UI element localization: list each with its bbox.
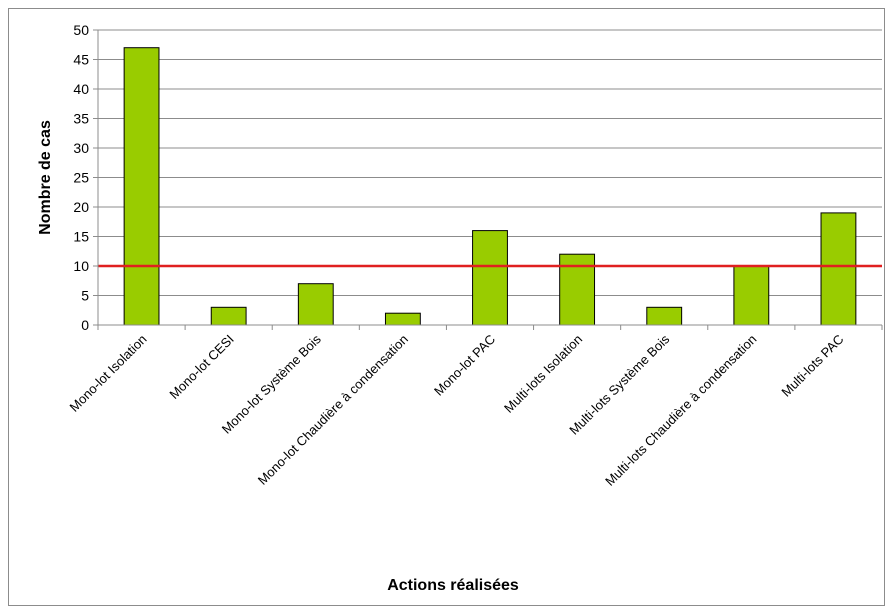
y-tick-label: 35 xyxy=(73,111,89,127)
y-tick-label: 25 xyxy=(73,170,89,186)
y-tick-label: 0 xyxy=(81,317,89,333)
x-axis-title: Actions réalisées xyxy=(387,577,519,594)
bar xyxy=(384,312,421,326)
bar xyxy=(297,283,334,326)
y-tick-label: 50 xyxy=(73,22,89,38)
y-axis-title: Nombre de cas xyxy=(37,120,54,235)
bar xyxy=(646,306,683,326)
x-tick-label: Mono-lot CESI xyxy=(166,332,236,402)
bar xyxy=(472,230,508,326)
bar xyxy=(820,212,857,326)
x-tick-labels: Mono-lot Isolation Mono-lot CESIMono-lot … xyxy=(67,331,847,489)
x-tick-label: Mono-lot PAC xyxy=(431,332,498,399)
bar xyxy=(123,47,160,326)
x-tick-label: Mono-lot Chaudière à condensation xyxy=(255,332,411,488)
x-tick-label: Multi-lots Chaudière à condensation xyxy=(602,332,759,489)
y-tick-label: 5 xyxy=(81,288,89,304)
y-tick-label: 15 xyxy=(73,229,89,245)
bar xyxy=(733,265,770,326)
x-tick-label: Multi-lots PAC xyxy=(778,332,846,400)
bars xyxy=(123,47,857,326)
x-tick-label: Mono-lot Isolation xyxy=(67,332,150,415)
y-tick-label: 40 xyxy=(73,81,89,97)
y-tick-label: 30 xyxy=(73,140,89,156)
x-tick-label: Multi-lots Isolation xyxy=(501,332,585,416)
y-tick-label: 45 xyxy=(73,52,89,68)
x-tick-label: Multi-lots Système Bois xyxy=(566,331,672,437)
y-tick-labels: 0 5 10 15 20 25 30 35 40 45 50 xyxy=(73,22,89,333)
bar xyxy=(210,306,247,326)
y-tick-label: 20 xyxy=(73,199,89,215)
x-tick-label: Mono-lot Système Bois xyxy=(219,331,324,436)
y-tick-label: 10 xyxy=(73,258,89,274)
axes xyxy=(93,29,883,330)
